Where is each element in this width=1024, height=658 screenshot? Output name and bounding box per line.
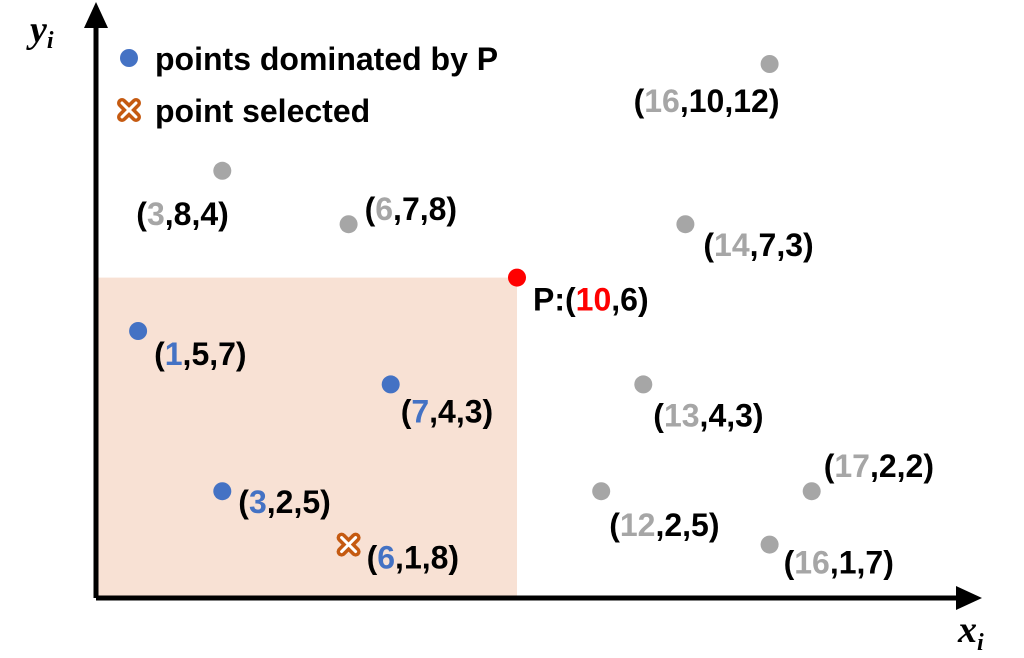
- dominated-point-marker: [213, 482, 232, 501]
- dominated-point-marker: [129, 322, 148, 340]
- y-axis-arrow-icon: [84, 2, 108, 28]
- legend-selected-label: point selected: [155, 93, 370, 129]
- p-point-marker: [508, 268, 526, 287]
- point-marker: [676, 215, 695, 234]
- point-label: (3,2,5): [238, 484, 330, 520]
- selected-point-marker: [336, 532, 361, 557]
- point-label: (16,1,7): [784, 545, 894, 581]
- point-label: (6,7,8): [365, 191, 457, 227]
- point-label: (7,4,3): [401, 393, 493, 429]
- point-label: (6,1,8): [367, 540, 459, 576]
- axes: [84, 2, 982, 610]
- point-label: (17,2,2): [824, 448, 934, 484]
- data-points: (3,8,4) (6,7,8) (16,10,12) (14,7,3) (13,4,3)…: [129, 55, 934, 581]
- legend: points dominated by P point selected: [117, 41, 498, 129]
- x-axis-arrow-icon: [956, 586, 982, 610]
- point-label: (13,4,3): [653, 397, 763, 433]
- y-axis-label: yi: [26, 9, 54, 54]
- point-label: (1,5,7): [154, 336, 246, 372]
- dominated-region: [96, 277, 517, 598]
- point-label: (16,10,12): [634, 83, 780, 119]
- point-label: (3,8,4): [136, 196, 228, 232]
- point-marker: [592, 482, 611, 501]
- point-marker: [760, 55, 779, 73]
- point-label: (12,2,5): [609, 507, 719, 543]
- point-marker: [213, 161, 232, 180]
- legend-dominated-label: points dominated by P: [155, 41, 498, 77]
- x-axis-label: xi: [957, 609, 984, 656]
- blue-dot-icon: [120, 49, 138, 67]
- point-label: (14,7,3): [703, 227, 813, 263]
- dominated-point-marker: [381, 375, 400, 394]
- point-marker: [802, 482, 821, 501]
- point-marker: [760, 535, 779, 554]
- point-marker: [339, 215, 358, 234]
- orange-cross-icon: [117, 98, 141, 122]
- point-marker: [634, 375, 653, 394]
- p-point-label: P:(10,6): [533, 282, 649, 318]
